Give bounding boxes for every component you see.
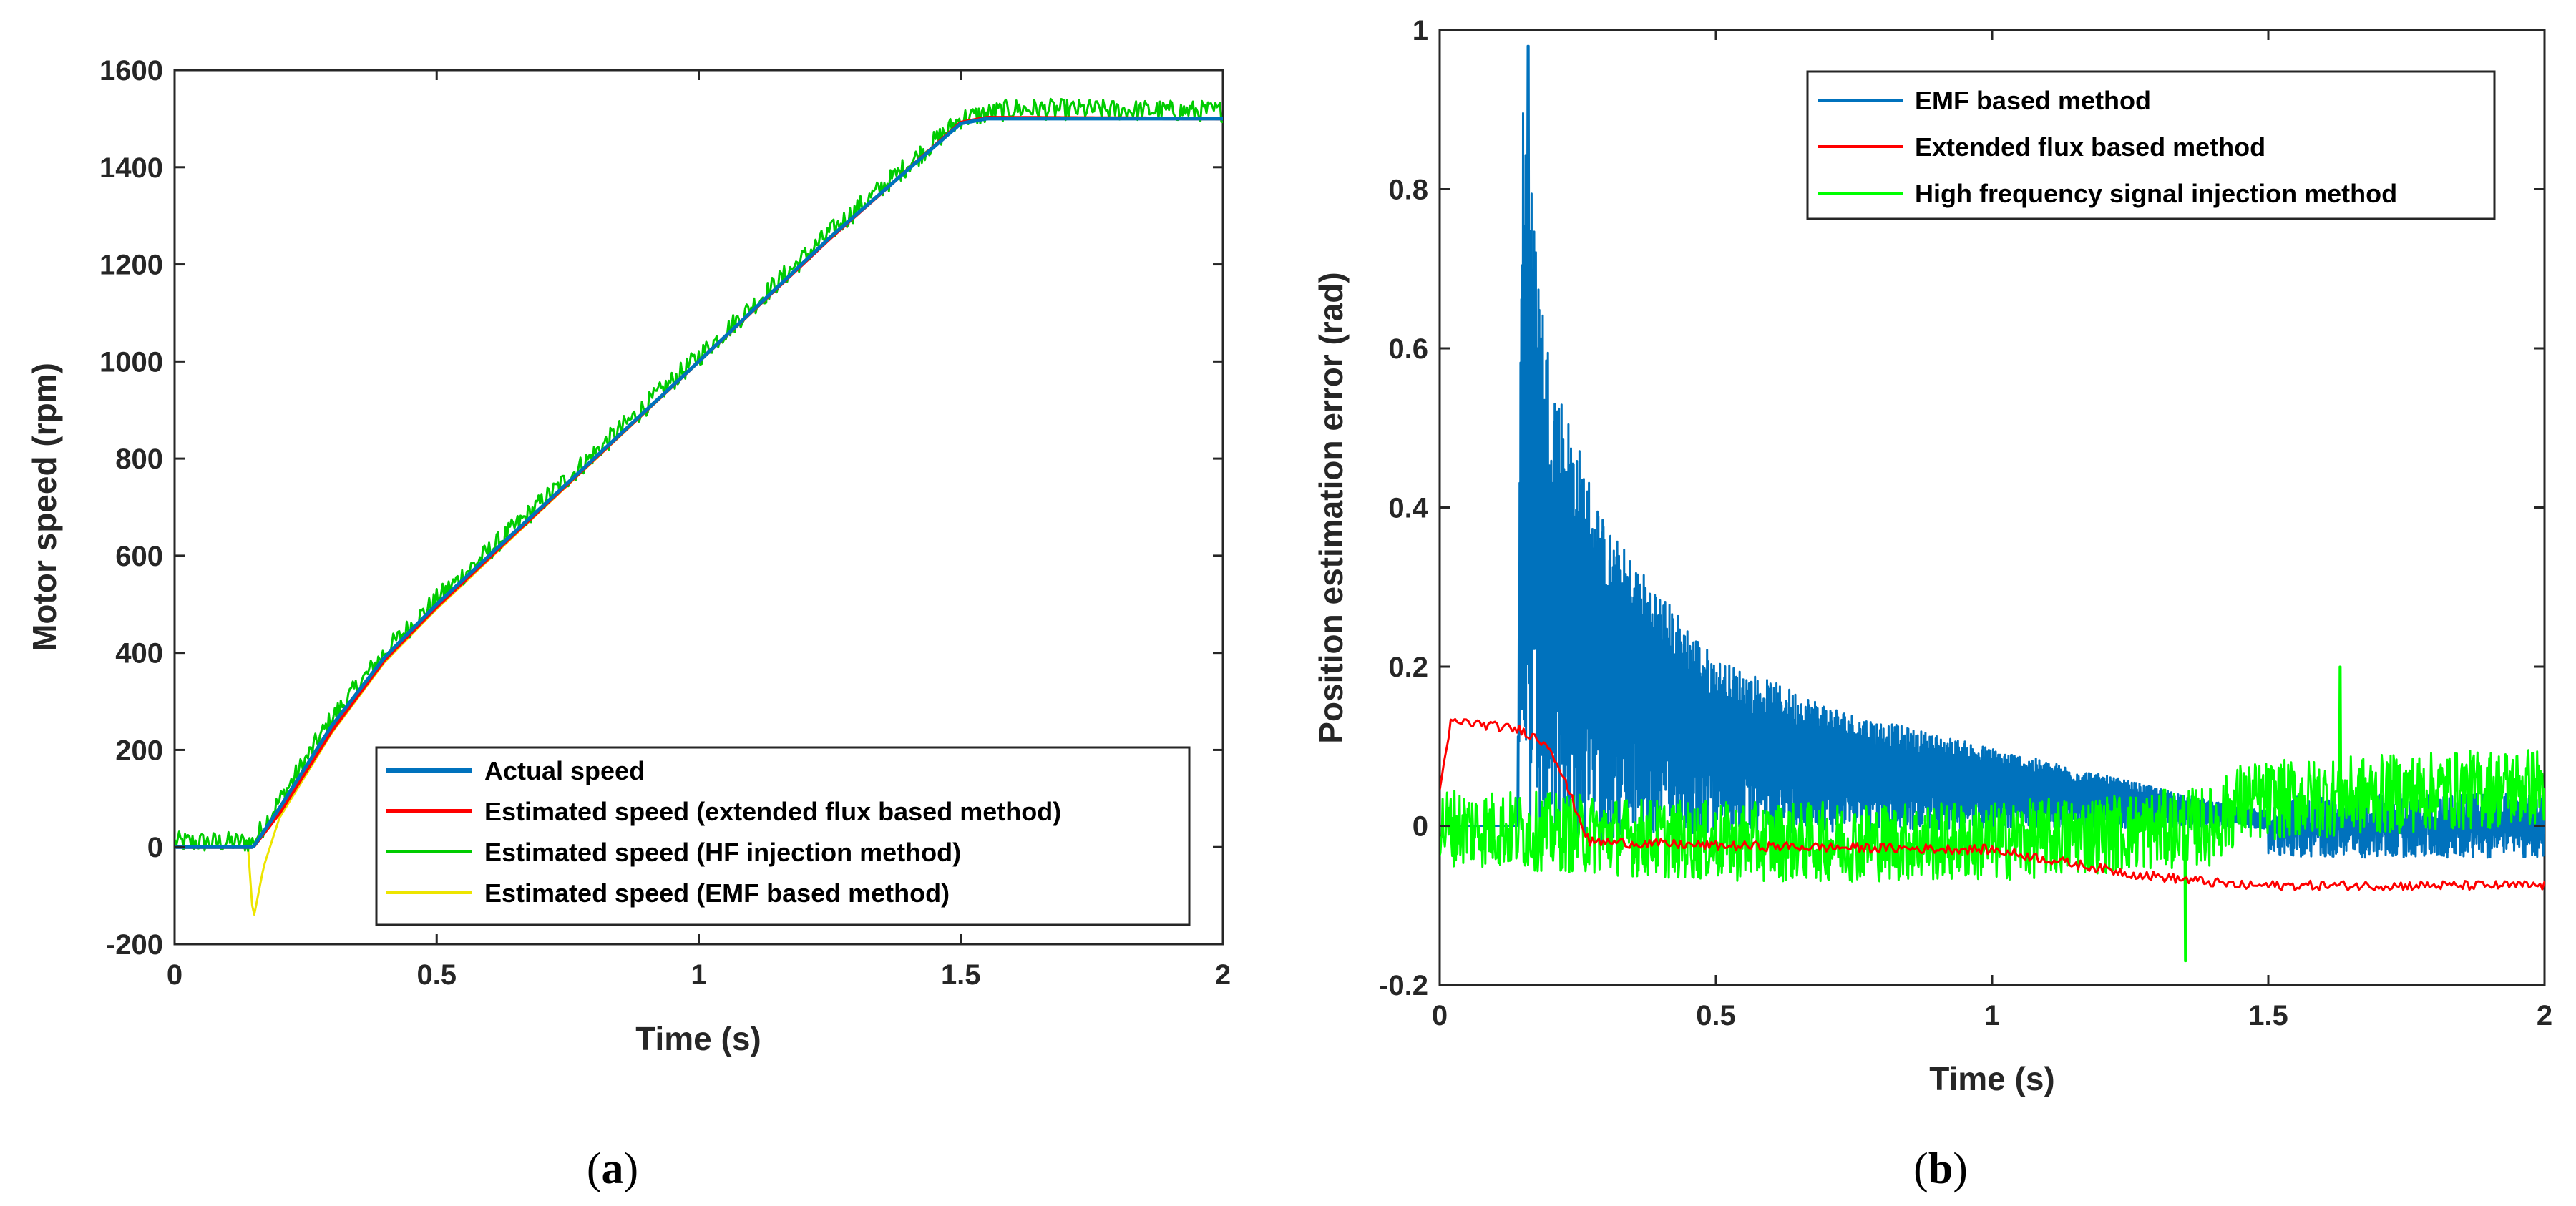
chart-a-legend: Actual speed Estimated speed (extended fl… (375, 746, 1191, 926)
series-line-high-frequency-signal-injection-method (1440, 665, 2545, 963)
x-tick-label: 0.5 (416, 959, 457, 991)
legend-entry-label: Estimated speed (HF injection method) (484, 838, 961, 867)
y-tick-label: 1200 (99, 250, 163, 281)
legend-entry-label: Actual speed (484, 756, 645, 785)
legend-entry-label: Estimated speed (EMF based method) (484, 878, 950, 908)
legend-entry-label: High frequency signal injection method (1915, 179, 2397, 208)
y-tick-label: 1600 (99, 55, 163, 87)
series-line-actual-speed (175, 117, 1223, 849)
y-tick-label: 0.2 (1388, 652, 1428, 683)
legend-entry-label: Extended flux based method (1915, 132, 2265, 162)
y-tick-label: 0.6 (1388, 333, 1428, 365)
legend-entry-label: EMF based method (1915, 86, 2151, 115)
y-tick-label: 1000 (99, 346, 163, 378)
series-line-extended-flux-based-method (1440, 717, 2545, 891)
chart-b-legend-box (1806, 70, 2496, 220)
chart-a-y-label: Motor speed (rpm) (26, 363, 63, 652)
x-tick-label: 1 (1984, 1000, 2000, 1031)
x-tick-label: 0 (167, 959, 182, 991)
chart-b-x-label: Time (s) (1929, 1060, 2055, 1097)
x-tick-label: 0 (1432, 1000, 1448, 1031)
y-tick-label: 800 (115, 443, 163, 475)
chart-b-y-label: Position estimation error (rad) (1312, 272, 1350, 743)
x-tick-label: 1 (691, 959, 706, 991)
y-tick-label: 200 (115, 735, 163, 766)
x-tick-label: 1.5 (941, 959, 981, 991)
y-tick-label: 0 (1413, 811, 1428, 843)
y-tick-label: 0 (147, 832, 163, 863)
y-tick-label: -200 (106, 929, 163, 961)
x-tick-label: 2 (1215, 959, 1231, 991)
chart-a: 0 0.5 1 1.5 2 -20002004006008001000120014001… (26, 55, 1231, 1193)
chart-b: 0 0.5 1 1.5 2 -0.200.20.40.60.81 Time (s) Po… (1312, 15, 2552, 1193)
chart-b-caption: (b) (1913, 1144, 1968, 1193)
x-tick-label: 1.5 (2248, 1000, 2288, 1031)
chart-a-legend-box (375, 746, 1191, 926)
y-tick-label: 0.8 (1388, 175, 1428, 206)
y-tick-label: 1400 (99, 152, 163, 184)
chart-a-x-label: Time (s) (635, 1020, 761, 1057)
chart-a-caption: (a) (587, 1144, 638, 1193)
legend-entry-label: Estimated speed (extended flux based met… (484, 797, 1061, 826)
x-tick-label: 0.5 (1696, 1000, 1736, 1031)
chart-b-legend: EMF based method Extended flux based meth… (1806, 70, 2496, 220)
y-tick-label: -0.2 (1379, 970, 1428, 1001)
series-line-estimated-speed-hf-injection-method (175, 97, 1223, 853)
y-tick-label: 0.4 (1388, 493, 1428, 524)
y-tick-label: 600 (115, 541, 163, 572)
y-tick-label: 1 (1413, 15, 1428, 46)
x-tick-label: 2 (2537, 1000, 2552, 1031)
y-tick-label: 400 (115, 638, 163, 670)
